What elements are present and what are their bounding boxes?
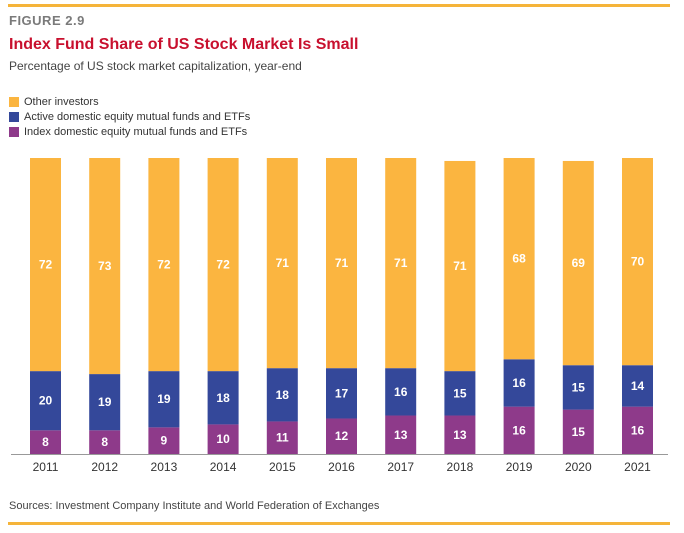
bar-segment-other-investors-2012 [89,158,121,375]
data-label: 19 [98,395,112,409]
bar-segment-active-domestic-equity-mutual-funds-and-etfs-2021 [622,365,653,407]
figure-label: FIGURE 2.9 [9,13,85,28]
bar-segment-index-domestic-equity-mutual-funds-and-etfs-2020 [562,409,594,454]
source-note: Sources: Investment Company Institute an… [9,500,380,512]
x-tick-label: 2016 [328,460,355,474]
bar-segment-active-domestic-equity-mutual-funds-and-etfs-2018 [444,371,476,416]
data-label: 12 [335,429,349,443]
bar-segment-active-domestic-equity-mutual-funds-and-etfs-2017 [385,368,417,416]
bar-segment-active-domestic-equity-mutual-funds-and-etfs-2014 [207,371,239,425]
bar-segment-active-domestic-equity-mutual-funds-and-etfs-2019 [503,359,535,407]
data-label: 8 [42,435,49,449]
bar-segment-other-investors-2020 [562,160,594,366]
bar-segment-index-domestic-equity-mutual-funds-and-etfs-2014 [207,424,239,454]
legend-label: Active domestic equity mutual funds and … [24,110,251,123]
data-label: 9 [161,434,168,448]
data-label: 69 [572,256,586,270]
bar-segment-active-domestic-equity-mutual-funds-and-etfs-2012 [89,374,121,431]
bar-segment-active-domestic-equity-mutual-funds-and-etfs-2020 [562,365,594,410]
bar-segment-active-domestic-equity-mutual-funds-and-etfs-2011 [30,371,61,431]
bar-segment-index-domestic-equity-mutual-funds-and-etfs-2016 [326,418,357,454]
bar-segment-active-domestic-equity-mutual-funds-and-etfs-2015 [266,368,298,422]
data-label: 16 [512,423,526,437]
legend-swatch [9,111,19,122]
bar-segment-other-investors-2021 [622,158,653,366]
bar-segment-index-domestic-equity-mutual-funds-and-etfs-2021 [622,406,653,454]
legend-label: Other investors [24,95,99,108]
bottom-rule [8,522,670,525]
legend-item-active-domestic-equity-mutual-funds-and-etfs: Active domestic equity mutual funds and … [9,109,250,124]
data-label: 71 [394,256,408,270]
x-tick-label: 2015 [269,460,296,474]
data-label: 20 [39,394,53,408]
data-label: 68 [512,252,526,266]
bar-segment-other-investors-2014 [207,158,239,372]
data-label: 15 [572,380,586,394]
x-tick-label: 2019 [506,460,533,474]
bar-segment-other-investors-2019 [503,158,535,360]
legend-label: Index domestic equity mutual funds and E… [24,125,248,138]
data-label: 18 [216,391,230,405]
bar-segment-active-domestic-equity-mutual-funds-and-etfs-2016 [326,368,357,419]
bar-segment-other-investors-2015 [266,158,298,369]
data-label: 71 [453,259,467,273]
legend-item-index-domestic-equity-mutual-funds-and-etfs: Index domestic equity mutual funds and E… [9,124,250,139]
data-label: 13 [453,428,467,442]
data-label: 10 [216,432,230,446]
data-label: 71 [335,256,349,270]
bar-segment-index-domestic-equity-mutual-funds-and-etfs-2019 [503,406,535,454]
chart-title: Index Fund Share of US Stock Market Is S… [9,36,359,53]
data-label: 8 [101,435,108,449]
legend-swatch [9,96,19,107]
bar-segment-other-investors-2011 [30,158,61,372]
legend-item-other-investors: Other investors [9,94,250,109]
x-tick-label: 2017 [387,460,414,474]
data-label: 14 [631,379,645,393]
data-label: 19 [157,392,171,406]
data-label: 70 [631,255,645,269]
data-label: 11 [276,431,289,445]
x-tick-label: 2018 [447,460,474,474]
data-label: 72 [216,258,230,272]
data-label: 16 [394,385,408,399]
bar-segment-active-domestic-equity-mutual-funds-and-etfs-2013 [148,371,180,428]
bar-segment-index-domestic-equity-mutual-funds-and-etfs-2012 [89,430,121,454]
bar-segment-other-investors-2017 [385,158,417,369]
top-rule [8,4,670,7]
data-label: 16 [631,423,645,437]
legend-swatch [9,126,19,137]
x-tick-label: 2021 [624,460,651,474]
data-label: 71 [276,256,290,270]
bar-segment-index-domestic-equity-mutual-funds-and-etfs-2011 [30,430,61,454]
data-label: 73 [98,259,112,273]
data-label: 16 [512,376,526,390]
x-tick-label: 2013 [151,460,178,474]
data-label: 72 [157,258,171,272]
bar-segment-other-investors-2013 [148,158,180,372]
chart-subtitle: Percentage of US stock market capitaliza… [9,59,302,73]
data-label: 15 [572,425,586,439]
x-tick-label: 2020 [565,460,592,474]
bar-segment-other-investors-2016 [326,158,357,369]
bar-segment-index-domestic-equity-mutual-funds-and-etfs-2018 [444,415,476,454]
bar-segment-other-investors-2018 [444,160,476,372]
x-tick-label: 2012 [91,460,118,474]
data-label: 18 [276,388,290,402]
x-tick-label: 2014 [210,460,237,474]
x-tick-label: 2011 [33,460,59,474]
bar-segment-index-domestic-equity-mutual-funds-and-etfs-2017 [385,415,417,454]
data-label: 17 [335,386,349,400]
bar-segment-index-domestic-equity-mutual-funds-and-etfs-2015 [266,421,298,454]
data-label: 15 [453,386,467,400]
data-label: 13 [394,428,408,442]
bar-segment-index-domestic-equity-mutual-funds-and-etfs-2013 [148,427,180,454]
legend: Other investors Active domestic equity mu… [9,94,250,139]
data-label: 72 [39,258,53,272]
